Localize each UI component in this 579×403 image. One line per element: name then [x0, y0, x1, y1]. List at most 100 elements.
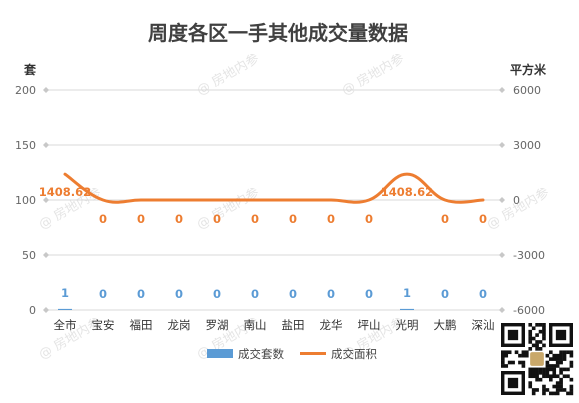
bar-data-label: 0 [137, 287, 145, 301]
qr-module [566, 367, 570, 372]
bar [400, 308, 414, 310]
qr-module [535, 374, 539, 379]
qr-module [518, 353, 522, 358]
qr-module [569, 388, 574, 392]
qr-module [531, 367, 536, 372]
qr-module [531, 343, 536, 348]
qr-module [538, 347, 543, 351]
left-axis-tick-marker [43, 252, 49, 258]
qr-module [555, 381, 560, 385]
qr-module [538, 377, 543, 382]
qr-module [535, 323, 539, 327]
line-data-label: 0 [175, 212, 183, 226]
left-axis-tick-marker [43, 142, 49, 148]
qr-module [535, 333, 539, 337]
qr-module [555, 360, 560, 365]
bar-data-label: 0 [289, 287, 297, 301]
line-data-label: 0 [365, 212, 373, 226]
qr-module [549, 374, 553, 379]
qr-module [545, 360, 550, 365]
qr-module [552, 367, 557, 372]
qr-module [545, 374, 550, 379]
qr-module [566, 350, 570, 355]
qr-module [528, 347, 533, 351]
qr-module [566, 374, 570, 379]
category-label: 深汕 [472, 318, 495, 332]
qr-module [569, 377, 574, 382]
qr-module [538, 329, 543, 334]
legend-swatch-bar [207, 349, 233, 358]
bar-series [58, 308, 414, 310]
bar-data-label: 1 [403, 286, 411, 300]
right-y-tick-label: 0 [513, 194, 520, 207]
qr-module [528, 371, 533, 375]
watermark-group: @ 房地内参 @ 房地内参@ 房地内参 @ 房地内参 @ 房地内参@ 房地内参 @ 房地… [36, 50, 552, 362]
qr-module [501, 357, 505, 361]
bar-data-label: 0 [327, 287, 335, 301]
qr-module [542, 333, 546, 337]
legend-label-line: 成交面积 [331, 347, 377, 361]
qr-finder-inner [507, 377, 519, 389]
line-data-label: 0 [251, 212, 259, 226]
qr-module [555, 391, 560, 396]
qr-module [569, 350, 574, 355]
right-axis-unit: 平方米 [510, 62, 547, 77]
data-labels: 1408.62 0 0 0 0 0 0 0 0 1408.62 0 0 1 0 0 0 0 0 0 0 0 1 0 0 [39, 185, 487, 301]
line-data-label: 1408.62 [39, 185, 91, 199]
qr-module [501, 364, 505, 368]
left-axis-tick-marker [43, 197, 49, 203]
qr-module [559, 377, 563, 382]
left-axis-tick-marker [43, 307, 49, 313]
qr-module [552, 384, 557, 389]
qr-module [525, 353, 529, 358]
category-label: 福田 [130, 318, 153, 332]
qr-module [545, 353, 550, 358]
qr-module [528, 333, 533, 337]
category-labels: 全市 宝安 福田 龙岗 罗湖 南山 盐田 龙华 坪山 光明 大鹏 深汕 [54, 318, 495, 332]
right-y-tick-label: 3000 [513, 139, 541, 152]
qr-module [525, 350, 529, 355]
qr-module [555, 364, 560, 368]
qr-module [562, 367, 567, 372]
qr-module [549, 357, 553, 361]
qr-module [531, 326, 536, 331]
bar-data-label: 0 [99, 287, 107, 301]
qr-module [531, 388, 536, 392]
qr-module [528, 374, 533, 379]
qr-module [501, 350, 505, 355]
left-axis-tick-marker [43, 87, 49, 93]
qr-module [549, 350, 553, 355]
watermark-text: @ 房地内参 [484, 184, 552, 232]
qr-module [555, 353, 560, 358]
qr-module [531, 374, 536, 379]
bar-data-label: 0 [251, 287, 259, 301]
line-data-label: 0 [441, 212, 449, 226]
qr-module [559, 350, 563, 355]
qr-module [569, 391, 574, 396]
qr-module [555, 374, 560, 379]
bar-data-label: 0 [365, 287, 373, 301]
qr-module [559, 353, 563, 358]
qr-module [531, 371, 536, 375]
qr-logo-icon [530, 352, 544, 366]
qr-module [535, 340, 539, 344]
line-data-label: 0 [327, 212, 335, 226]
left-y-tick-label: 200 [15, 84, 36, 97]
right-axis-tick-marker [499, 142, 505, 148]
right-y-tick-label: -3000 [513, 249, 545, 262]
qr-module [538, 323, 543, 327]
qr-module [552, 371, 557, 375]
category-label: 全市 [54, 318, 77, 332]
series-line [63, 172, 485, 204]
category-label: 宝安 [92, 318, 115, 332]
qr-module [518, 360, 522, 365]
qr-module [528, 329, 533, 334]
qr-module [528, 336, 533, 341]
qr-module [535, 377, 539, 382]
qr-module [542, 371, 546, 375]
right-axis-tick-marker [499, 307, 505, 313]
qr-module [569, 360, 574, 365]
qr-module [535, 367, 539, 372]
